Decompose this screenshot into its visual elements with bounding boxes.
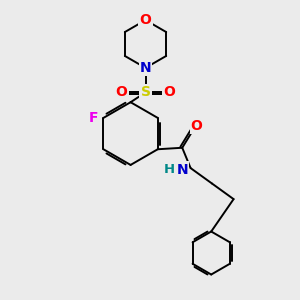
Text: O: O: [140, 13, 152, 27]
Text: N: N: [176, 163, 188, 177]
Text: O: O: [116, 85, 127, 99]
Text: S: S: [140, 85, 151, 99]
Text: F: F: [89, 111, 99, 125]
Text: O: O: [190, 119, 202, 133]
Text: N: N: [140, 61, 151, 75]
Text: O: O: [164, 85, 175, 99]
Text: H: H: [164, 163, 175, 176]
